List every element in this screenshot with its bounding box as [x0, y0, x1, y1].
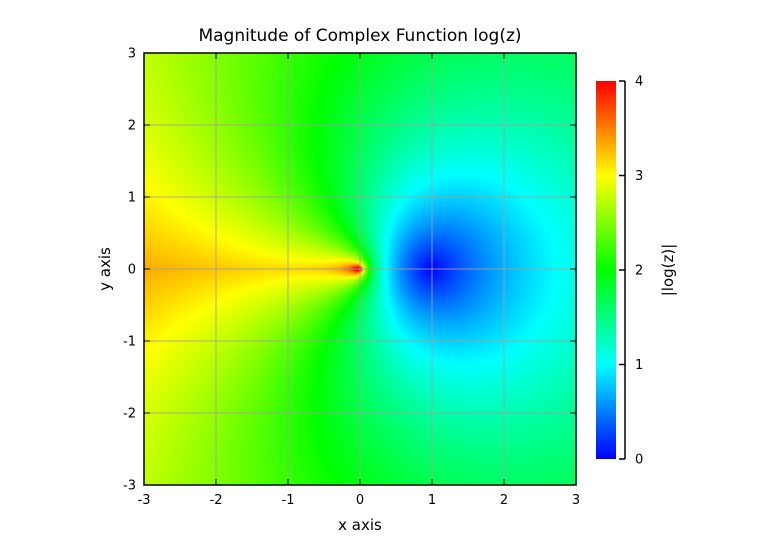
- x-axis-ticks: -3 -2 -1 0 1 2 3: [138, 53, 580, 508]
- x-tick-label: -3: [138, 493, 151, 508]
- colorbar-tick-label: 0: [635, 453, 643, 468]
- x-tick-label: -2: [210, 493, 223, 508]
- colorbar-tick-label: 2: [635, 264, 643, 279]
- y-tick-label: -3: [123, 479, 136, 494]
- colorbar-ticks: 0 1 2 3 4: [619, 75, 643, 468]
- colorbar-gradient: [596, 81, 616, 459]
- colorbar-label: |log(z)|: [659, 244, 677, 297]
- y-tick-label: 3: [128, 47, 136, 62]
- x-tick-label: 2: [500, 493, 508, 508]
- y-axis-label: y axis: [96, 247, 114, 291]
- y-tick-label: 0: [128, 263, 136, 278]
- grid-lines: [144, 53, 576, 485]
- x-tick-label: 3: [572, 493, 580, 508]
- colorbar-tick-label: 1: [635, 358, 643, 373]
- x-tick-label: 0: [356, 493, 364, 508]
- y-tick-label: -2: [123, 407, 136, 422]
- x-axis-label: x axis: [338, 516, 382, 534]
- y-tick-label: 2: [128, 119, 136, 134]
- y-tick-label: 1: [128, 191, 136, 206]
- colorbar-tick-label: 3: [635, 169, 643, 184]
- x-tick-label: 1: [428, 493, 436, 508]
- y-axis-ticks: -3 -2 -1 0 1 2 3: [123, 47, 576, 494]
- chart-title: Magnitude of Complex Function log(z): [198, 26, 521, 46]
- x-tick-label: -1: [282, 493, 295, 508]
- y-tick-label: -1: [123, 335, 136, 350]
- colorbar-tick-label: 4: [635, 75, 643, 90]
